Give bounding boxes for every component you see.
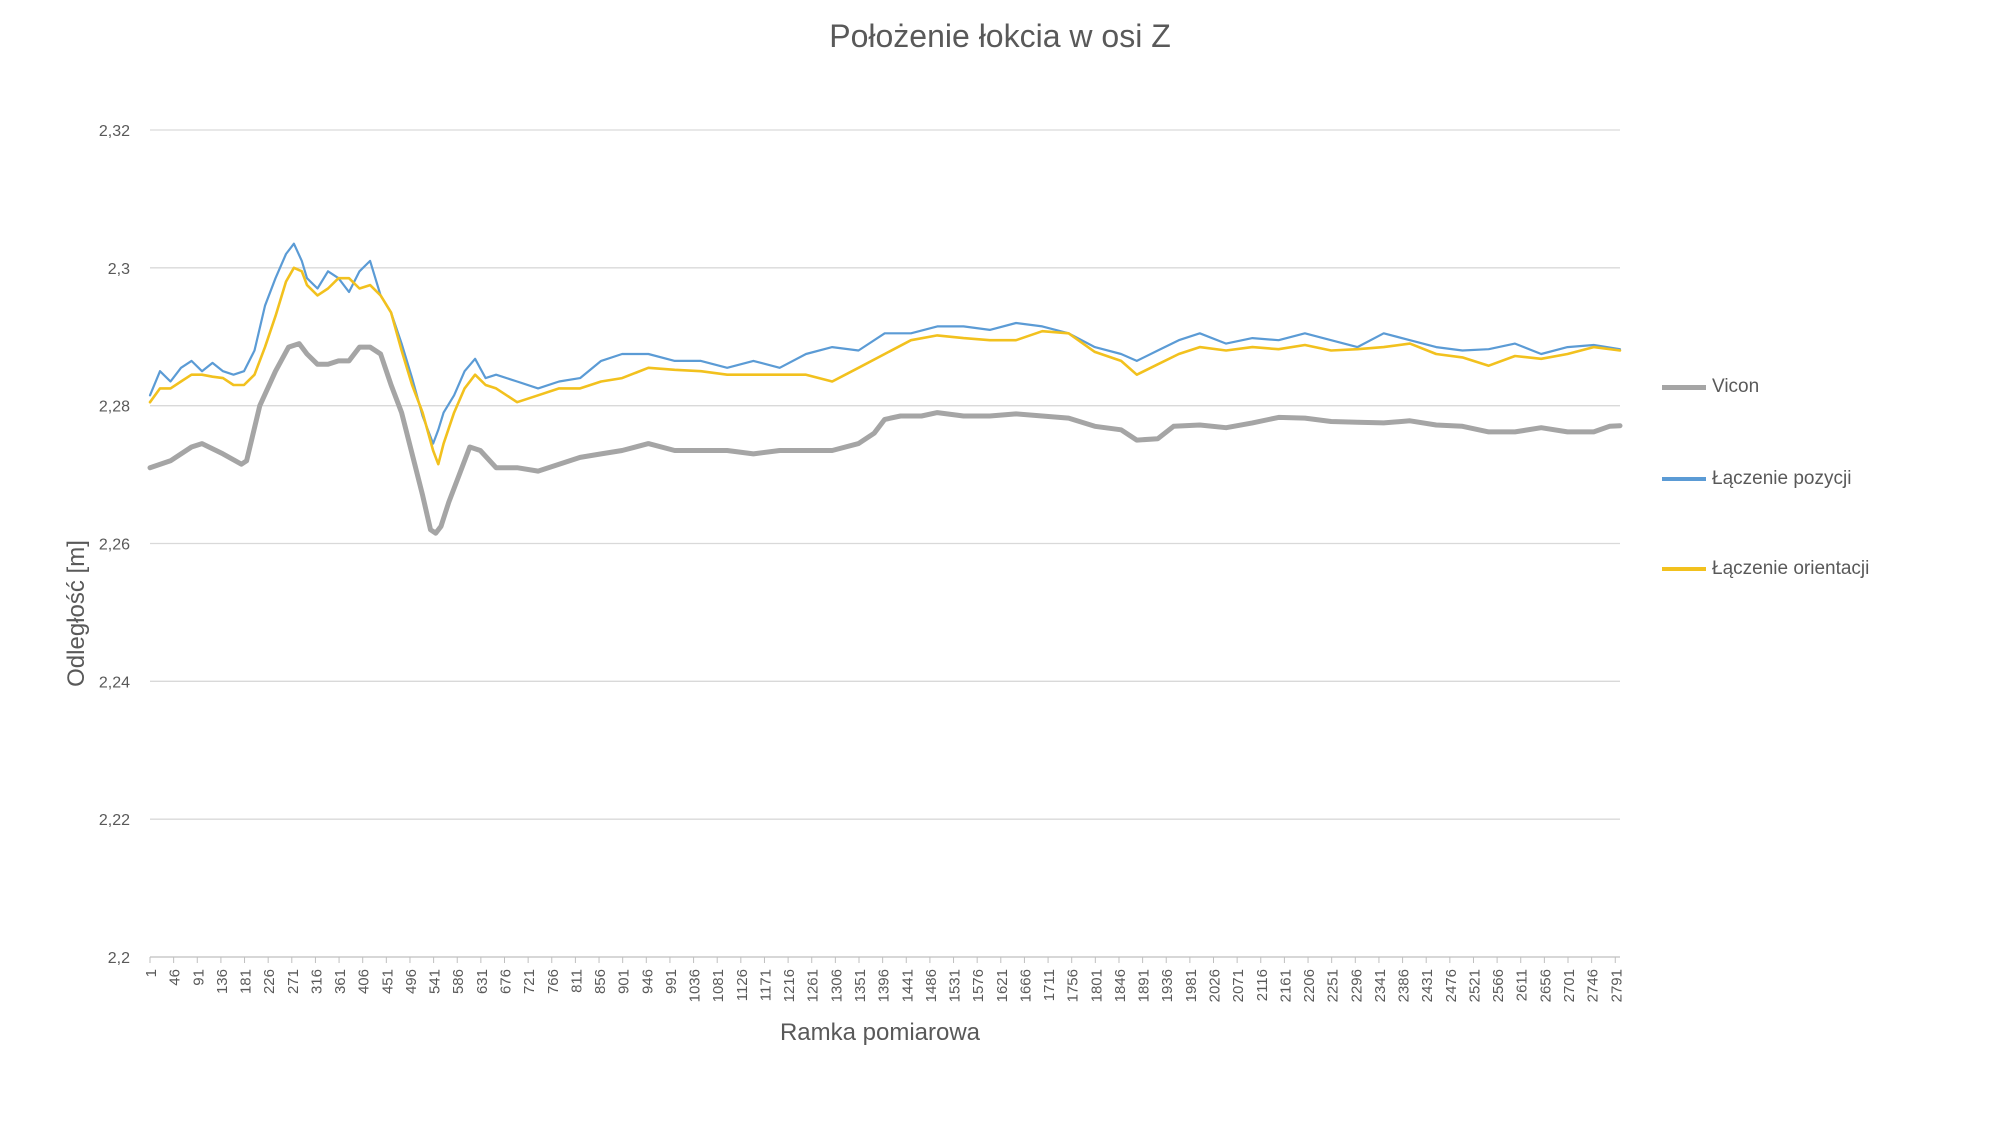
x-tick-label: 2566: [1490, 969, 1507, 1002]
x-tick-label: 2656: [1537, 969, 1554, 1002]
x-tick-label: 2071: [1230, 969, 1247, 1002]
legend-item: Łączenie orientacji: [1662, 554, 1869, 584]
x-tick-label: 1351: [852, 969, 869, 1002]
legend-label: Vicon: [1712, 376, 1760, 397]
axis-labels: 2,2 2,22 2,24 2,26 2,28 2,3 2,32 1 46 91 136 181 226…: [63, 123, 1625, 1046]
x-tick-label: 226: [261, 969, 278, 994]
x-tick-label: 1306: [828, 969, 845, 1002]
x-tick-label: 1576: [970, 969, 987, 1002]
x-tick-label: 1936: [1159, 969, 1176, 1002]
x-tick-label: 1981: [1183, 969, 1200, 1002]
x-tick-label: 451: [379, 969, 396, 994]
x-tick-label: 2386: [1396, 969, 1413, 1002]
y-tick-label: 2,24: [99, 674, 130, 691]
legend-item: Łączenie pozycji: [1662, 464, 1851, 494]
y-tick-label: 2,2: [108, 950, 130, 967]
y-tick-label: 2,32: [99, 123, 130, 140]
legend-label: Łączenie pozycji: [1712, 468, 1852, 489]
x-tick-label: 1081: [710, 969, 727, 1002]
axes: [149, 956, 1620, 963]
x-tick-label: 2611: [1514, 969, 1531, 1001]
x-tick-label: 1801: [1088, 969, 1105, 1002]
chart-title: Położenie łokcia w osi Z: [829, 18, 1171, 54]
x-tick-label: 1756: [1065, 969, 1082, 1002]
x-tick-label: 2026: [1207, 969, 1224, 1002]
x-tick-label: 1846: [1112, 969, 1129, 1002]
y-tick-label: 2,28: [99, 399, 130, 416]
x-tick-label: 2251: [1325, 969, 1342, 1002]
x-tick-label: 811: [568, 969, 585, 993]
x-tick-label: 1486: [923, 969, 940, 1002]
x-tick-label: 316: [308, 969, 325, 994]
x-tick-label: 991: [663, 969, 680, 994]
y-axis-title: Odległość [m]: [63, 540, 90, 687]
x-tick-label: 766: [545, 969, 562, 994]
x-tick-label: 2521: [1466, 969, 1483, 1002]
x-tick-label: 721: [521, 969, 538, 994]
x-tick-label: 2701: [1561, 969, 1578, 1002]
legend-swatch: [1662, 567, 1706, 571]
x-tick-label: 1711: [1041, 969, 1058, 1001]
x-tick-label: 1126: [734, 969, 751, 1001]
x-tick-label: 2116: [1254, 969, 1271, 1001]
gridlines: [150, 129, 1620, 820]
x-tick-label: 2476: [1443, 969, 1460, 1002]
legend-swatch: [1662, 477, 1706, 481]
x-tick-label: 181: [238, 969, 255, 994]
x-tick-label: 1: [143, 969, 160, 977]
x-tick-label: 271: [285, 969, 302, 994]
legend-swatch: [1662, 384, 1706, 390]
x-tick-label: 361: [332, 969, 349, 994]
x-tick-label: 91: [190, 969, 207, 986]
x-tick-label: 901: [616, 969, 633, 994]
x-tick-label: 46: [167, 969, 184, 986]
x-tick-label: 1171: [757, 969, 774, 1001]
x-tick-label: 2206: [1301, 969, 1318, 1002]
x-tick-label: 946: [639, 969, 656, 994]
series-line-0: [147, 341, 1623, 536]
series-line-2: [148, 266, 1622, 466]
x-tick-label: 2341: [1372, 969, 1389, 1002]
x-tick-label: 2746: [1585, 969, 1602, 1002]
x-tick-label: 856: [592, 969, 609, 994]
x-tick-label: 1261: [805, 969, 822, 1002]
x-tick-label: 1396: [876, 969, 893, 1002]
x-tick-label: 1666: [1017, 969, 1034, 1002]
y-tick-label: 2,26: [99, 537, 130, 554]
series-line-1: [148, 242, 1622, 445]
x-tick-label: 496: [403, 969, 420, 994]
x-tick-label: 676: [498, 969, 515, 994]
x-tick-label: 2296: [1348, 969, 1365, 1002]
x-tick-label: 1621: [994, 969, 1011, 1002]
y-tick-label: 2,22: [99, 812, 130, 829]
x-tick-label: 2161: [1277, 969, 1294, 1002]
x-tick-label: 2791: [1608, 969, 1625, 1002]
series-lines: [147, 242, 1623, 536]
x-axis-title: Ramka pomiarowa: [780, 1019, 981, 1046]
x-tick-label: 136: [214, 969, 231, 994]
x-tick-label: 1216: [781, 969, 798, 1002]
legend-label: Łączenie orientacji: [1712, 558, 1870, 579]
x-tick-label: 1531: [947, 969, 964, 1002]
x-tick-label: 406: [356, 969, 373, 994]
x-tick-label: 586: [450, 969, 467, 994]
x-tick-label: 2431: [1419, 969, 1436, 1002]
y-tick-label: 2,3: [108, 261, 130, 278]
x-tick-label: 631: [474, 969, 491, 994]
x-tick-label: 1441: [899, 969, 916, 1002]
legend-item: Vicon: [1662, 372, 1759, 402]
x-tick-label: 1036: [687, 969, 704, 1002]
x-tick-label: 1891: [1136, 969, 1153, 1002]
x-tick-label: 541: [427, 969, 444, 994]
